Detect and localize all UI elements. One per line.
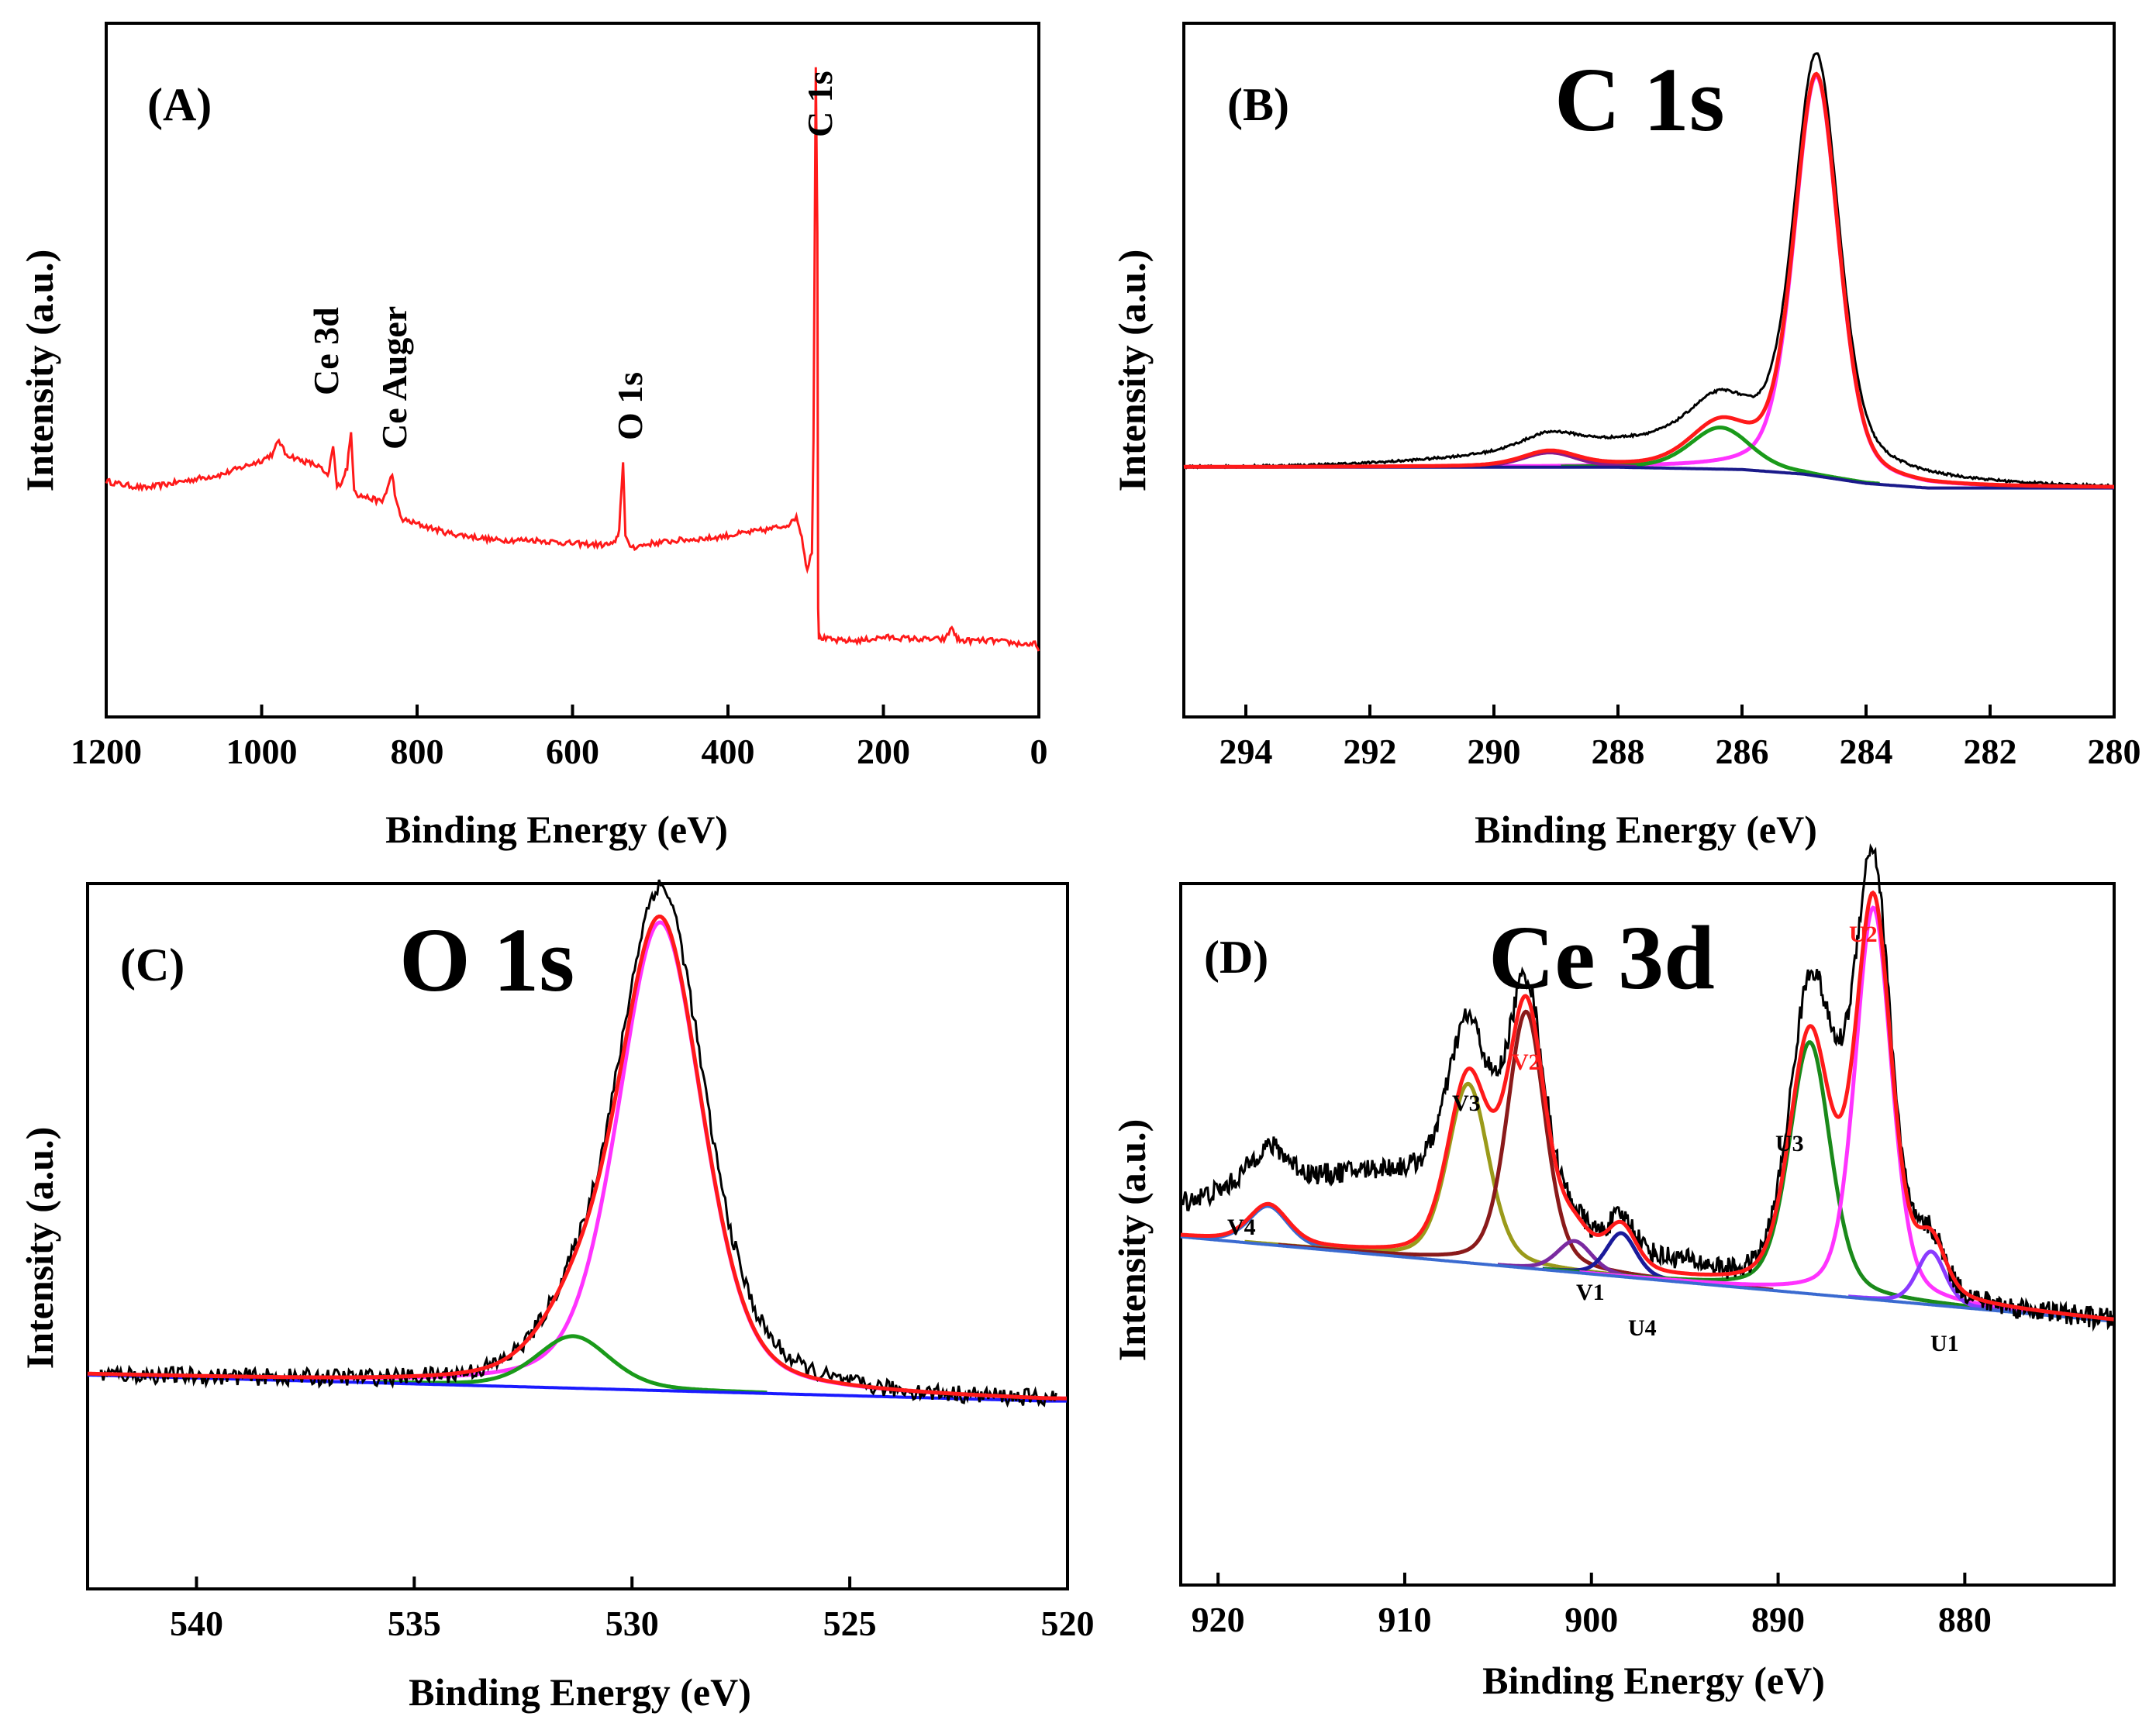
raw-data-line: [1179, 843, 2115, 1332]
panel-d-ce3d: (D) Ce 3d Binding Energy (eV) Intensity …: [1110, 843, 2116, 1702]
x-tick-label: 535: [388, 1604, 441, 1643]
x-tick-label: 290: [1468, 732, 1521, 771]
panel-b-title: C 1s: [1554, 49, 1725, 150]
panel-d-label: (D): [1204, 932, 1268, 983]
panel-c-x-ticks: 540 535 530 525 520: [170, 1577, 1095, 1643]
panel-d-xlabel: Binding Energy (eV): [1482, 1659, 1825, 1702]
x-tick-label: 540: [170, 1604, 223, 1643]
x-tick-label: 400: [702, 732, 755, 771]
x-tick-label: 286: [1716, 732, 1769, 771]
panel-c-ylabel: Intensity (a.u.): [18, 1127, 61, 1370]
panel-a-c1s-label: C 1s: [800, 71, 840, 137]
panel-a-ylabel: Intensity (a.u.): [18, 250, 61, 492]
panel-a-ce3d-label: Ce 3d: [306, 307, 346, 395]
x-tick-label: 200: [857, 732, 910, 771]
raw-data-line: [1182, 52, 2116, 488]
x-tick-label: 880: [1938, 1600, 1992, 1639]
x-tick-label: 530: [605, 1604, 659, 1643]
x-tick-label: 280: [2088, 732, 2141, 771]
x-tick-label: 284: [1840, 732, 1893, 771]
x-tick-label: 282: [1964, 732, 2017, 771]
panel-d-x-ticks: 920 910 900 890 880: [1192, 1573, 1992, 1639]
component-c-o-peak: [1561, 426, 1880, 486]
raw-data-line: [99, 879, 1057, 1408]
peak-label-u3: U3: [1775, 1131, 1804, 1156]
panel-c-title: O 1s: [399, 909, 574, 1011]
x-tick-label: 910: [1378, 1600, 1431, 1639]
x-tick-label: 1200: [71, 732, 142, 771]
x-tick-label: 600: [546, 732, 599, 771]
panel-a-frame: [105, 22, 1040, 718]
panel-d-frame: [1179, 882, 2116, 1587]
x-tick-label: 0: [1030, 732, 1048, 771]
component-lattice-o: [87, 920, 1067, 1401]
peak-label-v4: V4: [1227, 1215, 1256, 1240]
x-tick-label: 800: [391, 732, 444, 771]
background-line: [1180, 1235, 2114, 1323]
panel-b-label: (B): [1227, 79, 1289, 130]
x-tick-label: 520: [1041, 1604, 1095, 1643]
x-tick-label: 288: [1592, 732, 1645, 771]
panel-b-frame: [1182, 22, 2116, 718]
panel-c-plot: [86, 879, 1069, 1590]
panel-a-x-ticks: 1200 1000 800 600 400 200 0: [71, 705, 1048, 771]
peak-label-u1: U1: [1930, 1331, 1959, 1356]
fit-envelope-line: [1183, 71, 2114, 489]
panel-a-o1s-label: O 1s: [610, 372, 650, 440]
panel-b-x-ticks: 294 292 290 288 286 284 282 280: [1219, 705, 2141, 771]
panel-a-plot: [105, 22, 1040, 718]
fit-envelope-line: [87, 914, 1067, 1401]
panel-b-plot: [1182, 22, 2116, 718]
survey-spectrum-line: [105, 67, 1040, 652]
x-tick-label: 292: [1344, 732, 1397, 771]
component-c-c-peak: [1443, 74, 2114, 489]
panel-b-c1s: (B) C 1s Binding Energy (eV) Intensity (…: [1110, 22, 2141, 851]
panel-c-label: (C): [120, 939, 185, 991]
peak-label-u2: U2: [1849, 922, 1878, 947]
x-tick-label: 525: [823, 1604, 877, 1643]
panel-c-o1s: (C) O 1s Binding Energy (eV) Intensity (…: [18, 879, 1095, 1714]
panel-a-survey: (A) Binding Energy (eV) Intensity (a.u.)…: [18, 22, 1048, 851]
x-tick-label: 890: [1751, 1600, 1805, 1639]
panel-d-ylabel: Intensity (a.u.): [1110, 1119, 1154, 1362]
panel-a-ce-auger-label: Ce Auger: [374, 306, 414, 450]
x-tick-label: 294: [1219, 732, 1273, 771]
panel-a-label: (A): [147, 79, 212, 130]
fit-envelope-line: [1180, 890, 2114, 1322]
x-tick-label: 1000: [226, 732, 298, 771]
panel-d-peak-labels: V4 V3 V2 V1 U4 U3 U2 U1: [1227, 922, 1959, 1356]
peak-label-v1: V1: [1576, 1280, 1605, 1305]
peak-label-v3: V3: [1452, 1091, 1481, 1116]
panel-c-xlabel: Binding Energy (eV): [409, 1670, 751, 1714]
panel-c-frame: [86, 882, 1069, 1590]
panel-a-xlabel: Binding Energy (eV): [385, 808, 728, 851]
panel-b-xlabel: Binding Energy (eV): [1475, 808, 1817, 851]
panel-d-title: Ce 3d: [1489, 907, 1715, 1008]
x-tick-label: 900: [1564, 1600, 1618, 1639]
x-tick-label: 920: [1192, 1600, 1245, 1639]
peak-label-v2: V2: [1512, 1049, 1540, 1075]
component-surface-o: [378, 1334, 768, 1395]
peak-label-u4: U4: [1628, 1315, 1657, 1341]
panel-d-plot: [1179, 843, 2116, 1587]
panel-b-ylabel: Intensity (a.u.): [1110, 250, 1154, 492]
